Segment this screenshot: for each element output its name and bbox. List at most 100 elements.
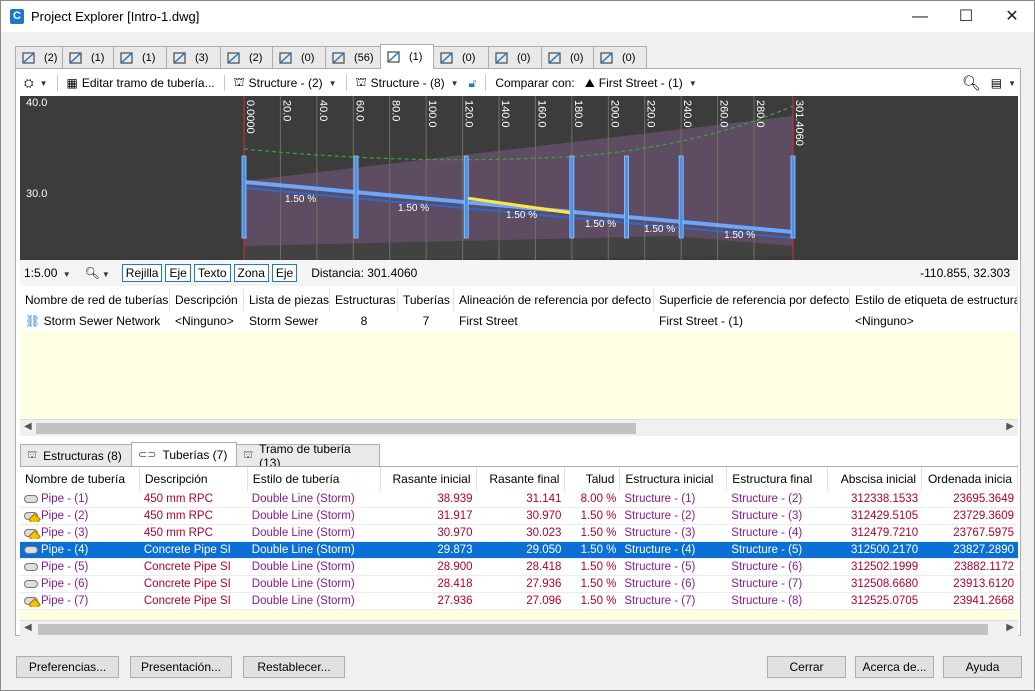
axis-toggle-button[interactable]: Eje bbox=[165, 264, 191, 282]
lock-button[interactable]: 🔓︎ bbox=[466, 73, 480, 93]
help-button[interactable]: Ayuda bbox=[943, 656, 1022, 678]
chevron-down-icon: ▼ bbox=[101, 270, 110, 279]
network-column-header[interactable]: Nombre de red de tuberías bbox=[20, 289, 170, 311]
view-options-button[interactable]: ▤ ▼ bbox=[988, 73, 1019, 93]
chevron-down-icon: ▼ bbox=[62, 270, 71, 279]
toolbar-separator bbox=[223, 75, 225, 91]
create-menu-button[interactable]: ⛭ ▼ bbox=[21, 73, 51, 93]
table-row[interactable]: Pipe - (1) 450 mm RPC Double Line (Storm) 3… bbox=[20, 491, 1018, 508]
slope-label: 1.50 % bbox=[585, 219, 616, 230]
table-row[interactable]: Pipe - (2) 450 mm RPC Double Line (Storm) 3… bbox=[20, 508, 1018, 525]
pipes-cell-text: Double Line (Storm) bbox=[251, 595, 355, 607]
zoom-dropdown[interactable]: 🔍︎ ▼ bbox=[85, 266, 110, 280]
table-row[interactable]: Pipe - (5) Concrete Pipe SI Double Line (S… bbox=[20, 559, 1018, 576]
network-column-header[interactable]: Superficie de referencia por defecto bbox=[654, 289, 850, 311]
pipes-column-header[interactable]: Talud bbox=[565, 467, 621, 491]
tab-count: (0) bbox=[570, 51, 584, 64]
network-column-header[interactable]: Alineación de referencia por defecto bbox=[454, 289, 654, 311]
pipes-column-header[interactable]: Rasante inicial bbox=[381, 467, 477, 491]
tab-catchment[interactable]: (0) bbox=[593, 46, 647, 68]
pipes-column-header[interactable]: Rasante final bbox=[477, 467, 566, 491]
tab-structure[interactable]: (1) bbox=[62, 46, 114, 68]
scroll-thumb[interactable] bbox=[38, 624, 988, 635]
reset-button[interactable]: Restablecer... bbox=[243, 656, 345, 678]
scroll-thumb[interactable] bbox=[36, 423, 636, 434]
pipes-cell-text: 23827.2890 bbox=[953, 544, 1014, 556]
tab-lower-1[interactable]: ⊂⊃ Tuberías (7) bbox=[131, 442, 237, 466]
network-column-header[interactable]: Tuberías bbox=[398, 289, 454, 311]
pipes-cell-text: Structure - (7) bbox=[624, 595, 696, 607]
pipes-cell: 23695.3649 bbox=[922, 493, 1018, 505]
pipes-cell-text: 312525.0705 bbox=[850, 595, 919, 607]
pipes-horizontal-scrollbar[interactable]: ◀ ▶ bbox=[20, 620, 1018, 637]
zoom-search-button[interactable]: 🔍︎ bbox=[959, 73, 984, 93]
network-row[interactable]: ⛓ Storm Sewer Network <Ninguno> Storm Sewe… bbox=[20, 311, 1018, 331]
pipes-cell: 29.873 bbox=[381, 544, 477, 556]
minimize-button[interactable]: — bbox=[912, 8, 928, 25]
network-column-header[interactable]: Lista de piezas bbox=[244, 289, 330, 311]
station-label: 60.0 bbox=[353, 100, 365, 121]
pipes-column-header[interactable]: Abscisa inicial bbox=[828, 467, 923, 491]
tab-surface[interactable]: (56) bbox=[325, 46, 381, 68]
presentation-button[interactable]: Presentación... bbox=[130, 656, 232, 678]
edit-run-button[interactable]: ▦ Editar tramo de tubería... bbox=[64, 73, 218, 93]
tab-profile-view[interactable]: (1) bbox=[113, 46, 167, 68]
tab-sample-line[interactable]: (0) bbox=[488, 46, 542, 68]
about-button[interactable]: Acerca de... bbox=[855, 656, 934, 678]
pipes-column-header[interactable]: Estructura final bbox=[727, 467, 829, 491]
pipes-column-header[interactable]: Estructura inicial bbox=[620, 467, 728, 491]
close-window-button[interactable]: ✕ bbox=[1005, 8, 1019, 25]
pipes-cell-text: Concrete Pipe SI bbox=[143, 595, 231, 607]
tab-section[interactable]: (3) bbox=[166, 46, 221, 68]
tab-pressure-network[interactable]: (0) bbox=[433, 46, 489, 68]
tab-lower-2[interactable]: ⛫ Tramo de tubería (13) bbox=[236, 442, 380, 470]
network-horizontal-scrollbar[interactable]: ◀ ▶ bbox=[20, 419, 1018, 436]
pipes-cell-text: 38.939 bbox=[437, 493, 473, 505]
profile-view[interactable]: 0.0000 20.0 40.0 60.0 80.0 100.0 120.0 140.0 160… bbox=[20, 96, 1018, 260]
scale-dropdown[interactable]: 1:5.00 ▼ bbox=[24, 266, 71, 280]
pipes-column-header[interactable]: Nombre de tubería bbox=[20, 467, 140, 491]
tab-site[interactable]: (2) bbox=[220, 46, 273, 68]
structure-to-dropdown[interactable]: ⛫ Structure - (8) ▼ bbox=[353, 73, 462, 93]
network-cell-text: Storm Sewer Network bbox=[43, 314, 161, 328]
structure-icon: ⛫ bbox=[355, 75, 367, 89]
pipes-column-header[interactable]: Estilo de tubería bbox=[248, 467, 381, 491]
toolbar-separator bbox=[56, 75, 58, 91]
text-toggle-button[interactable]: Texto bbox=[193, 264, 231, 282]
grid-toggle-button[interactable]: Rejilla bbox=[121, 264, 163, 282]
edit-run-icon: ▦ bbox=[66, 76, 78, 90]
structure-mark bbox=[353, 155, 359, 239]
pressure-network-icon bbox=[438, 50, 456, 66]
pipes-table-header: Nombre de tubería Descripción Estilo de tu… bbox=[20, 467, 1018, 491]
structure-mark bbox=[678, 155, 684, 239]
axis2-toggle-button[interactable]: Eje bbox=[271, 264, 298, 282]
network-cell: First Street - (1) bbox=[654, 314, 850, 328]
network-column-header[interactable]: Descripción bbox=[170, 289, 244, 311]
pipes-cell: Double Line (Storm) bbox=[248, 578, 381, 590]
pipes-cell: 450 mm RPC bbox=[140, 527, 248, 539]
network-column-header[interactable]: Estilo de etiqueta de estructura bbox=[850, 289, 1018, 311]
preferences-button[interactable]: Preferencias... bbox=[16, 656, 119, 678]
tab-lower-0[interactable]: ⛫ Estructuras (8) bbox=[20, 444, 132, 466]
scroll-left-icon[interactable]: ◀ bbox=[24, 622, 32, 633]
pipes-column-header[interactable]: Ordenada inicia bbox=[922, 467, 1018, 491]
compare-dropdown[interactable]: ⛰ First Street - (1) ▼ bbox=[582, 73, 700, 93]
tab-corridor[interactable]: (0) bbox=[272, 46, 326, 68]
tab-alignment[interactable]: (2) bbox=[15, 46, 63, 68]
tab-pipe-network[interactable]: (1) bbox=[380, 44, 434, 69]
scroll-left-icon[interactable]: ◀ bbox=[24, 421, 32, 432]
table-row[interactable]: Pipe - (7) Concrete Pipe SI Double Line (S… bbox=[20, 593, 1018, 610]
table-row[interactable]: Pipe - (4) Concrete Pipe SI Double Line (S… bbox=[20, 542, 1018, 559]
scroll-right-icon[interactable]: ▶ bbox=[1006, 622, 1014, 633]
network-column-header[interactable]: Estructuras bbox=[330, 289, 398, 311]
pipes-column-header[interactable]: Descripción bbox=[140, 467, 248, 491]
structure-mark bbox=[463, 155, 469, 239]
zone-toggle-button[interactable]: Zona bbox=[233, 264, 269, 282]
tab-point-group[interactable]: (0) bbox=[541, 46, 594, 68]
scroll-right-icon[interactable]: ▶ bbox=[1006, 421, 1014, 432]
close-button[interactable]: Cerrar bbox=[767, 656, 846, 678]
structure-from-dropdown[interactable]: ⛫ Structure - (2) ▼ bbox=[231, 73, 340, 93]
table-row[interactable]: Pipe - (6) Concrete Pipe SI Double Line (S… bbox=[20, 576, 1018, 593]
maximize-button[interactable]: ☐ bbox=[958, 8, 974, 25]
table-row[interactable]: Pipe - (3) 450 mm RPC Double Line (Storm) 3… bbox=[20, 525, 1018, 542]
